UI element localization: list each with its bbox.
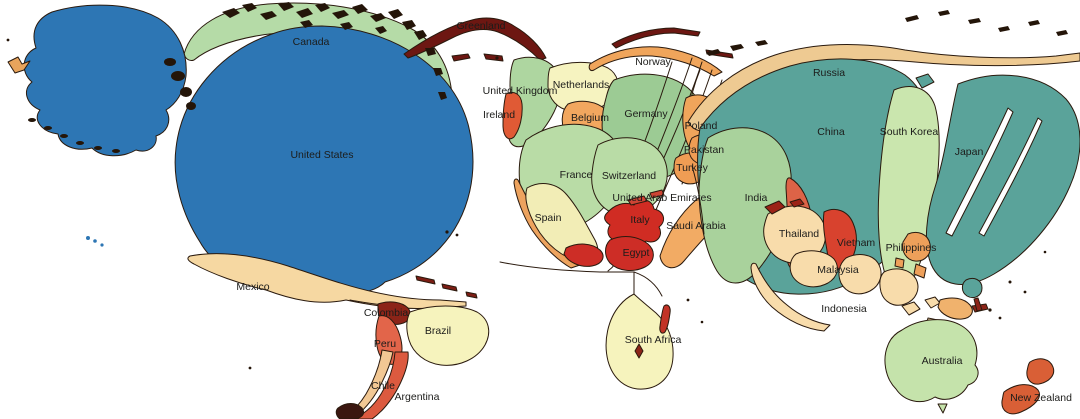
region-papua-new-guinea bbox=[937, 297, 973, 320]
region-new-zealand-north bbox=[1026, 358, 1055, 385]
label-united-states: United States bbox=[290, 149, 353, 161]
label-mexico: Mexico bbox=[236, 281, 269, 293]
region-argentina bbox=[351, 351, 409, 419]
png-cross bbox=[973, 297, 983, 312]
region-philippines bbox=[894, 257, 905, 269]
label-turkey: Turkey bbox=[676, 162, 708, 174]
label-switzerland: Switzerland bbox=[602, 170, 656, 182]
ribbon-india-west bbox=[691, 165, 705, 235]
region-greenland-fragment bbox=[483, 53, 504, 62]
region-norway bbox=[588, 46, 723, 77]
label-south-korea: South Korea bbox=[880, 126, 939, 138]
laos-fragment bbox=[789, 198, 805, 208]
region-japan bbox=[925, 74, 1080, 285]
label-thailand: Thailand bbox=[779, 228, 819, 240]
label-egypt: Egypt bbox=[623, 247, 650, 259]
region-united-arab-emirates bbox=[627, 195, 648, 206]
label-pakistan: Pakistan bbox=[684, 144, 724, 156]
label-brazil: Brazil bbox=[425, 325, 451, 337]
japan-strait bbox=[945, 107, 1014, 237]
laos-fragment bbox=[764, 200, 786, 215]
label-germany: Germany bbox=[624, 108, 668, 120]
label-india: India bbox=[745, 192, 768, 204]
label-spain: Spain bbox=[535, 212, 562, 224]
region-brazil bbox=[406, 305, 490, 366]
region-ireland bbox=[502, 91, 523, 140]
japan-fragment bbox=[961, 277, 983, 299]
label-norway: Norway bbox=[635, 56, 671, 68]
label-france: France bbox=[560, 169, 593, 181]
region-new-zealand-south bbox=[1001, 384, 1040, 415]
region-greenland-fragment bbox=[451, 53, 471, 62]
north-korea-fragment bbox=[915, 73, 935, 89]
region-egypt bbox=[605, 236, 654, 271]
lesotho-diamond bbox=[634, 343, 644, 359]
region-indonesia-sumatra bbox=[750, 262, 831, 332]
svalbard-streak bbox=[611, 27, 701, 49]
label-chile: Chile bbox=[371, 380, 395, 392]
label-poland: Poland bbox=[685, 120, 718, 132]
label-argentina: Argentina bbox=[395, 391, 440, 403]
label-belgium: Belgium bbox=[571, 112, 609, 124]
caribbean-islands bbox=[441, 283, 458, 292]
region-philippines bbox=[913, 263, 927, 279]
label-united-kingdom: United Kingdom bbox=[483, 85, 558, 97]
label-italy: Italy bbox=[630, 214, 650, 226]
label-indonesia: Indonesia bbox=[821, 303, 867, 315]
region-south-africa bbox=[605, 293, 674, 390]
region-madagascar bbox=[659, 304, 671, 334]
region-united-states-alaska bbox=[23, 4, 187, 157]
label-japan: Japan bbox=[955, 146, 984, 158]
region-tasmania bbox=[937, 403, 948, 414]
region-chile bbox=[343, 349, 394, 419]
label-south-africa: South Africa bbox=[625, 334, 682, 346]
label-new-zealand: New Zealand bbox=[1010, 392, 1072, 404]
label-colombia: Colombia bbox=[364, 307, 409, 319]
region-mexico bbox=[187, 253, 467, 310]
label-vietnam: Vietnam bbox=[837, 237, 876, 249]
region-australia bbox=[884, 319, 979, 403]
label-russia: Russia bbox=[813, 67, 845, 79]
map-labels: United States Canada Greenland Mexico Co… bbox=[236, 20, 1072, 404]
label-saudi-arabia: Saudi Arabia bbox=[666, 220, 726, 232]
label-greenland: Greenland bbox=[456, 20, 505, 32]
japan-strait bbox=[978, 117, 1043, 237]
label-peru: Peru bbox=[374, 338, 396, 350]
label-united-arab-emirates: United Arab Emirates bbox=[612, 192, 711, 204]
label-australia: Australia bbox=[922, 355, 963, 367]
caribbean-islands bbox=[465, 291, 478, 299]
map-regions bbox=[7, 2, 1080, 419]
region-indonesia-borneo bbox=[879, 268, 919, 306]
label-philippines: Philippines bbox=[886, 242, 937, 254]
region-malaysia bbox=[789, 250, 838, 288]
region-indonesia-islands bbox=[901, 301, 921, 316]
caribbean-islands bbox=[415, 275, 436, 285]
africa-thread-east bbox=[633, 271, 663, 297]
label-canada: Canada bbox=[293, 36, 330, 48]
region-philippines bbox=[902, 231, 931, 262]
label-netherlands: Netherlands bbox=[553, 79, 610, 91]
label-malaysia: Malaysia bbox=[817, 264, 859, 276]
region-greenland bbox=[403, 17, 547, 61]
region-indonesia-java bbox=[838, 254, 882, 295]
label-china: China bbox=[817, 126, 845, 138]
label-ireland: Ireland bbox=[483, 109, 515, 121]
region-libya bbox=[563, 243, 604, 267]
island-specks bbox=[6, 2, 1068, 370]
tierra-del-fuego bbox=[335, 403, 365, 419]
region-united-arab-emirates bbox=[649, 189, 665, 199]
africa-thread-west bbox=[499, 261, 635, 273]
kamchatka-fragment bbox=[7, 56, 31, 74]
